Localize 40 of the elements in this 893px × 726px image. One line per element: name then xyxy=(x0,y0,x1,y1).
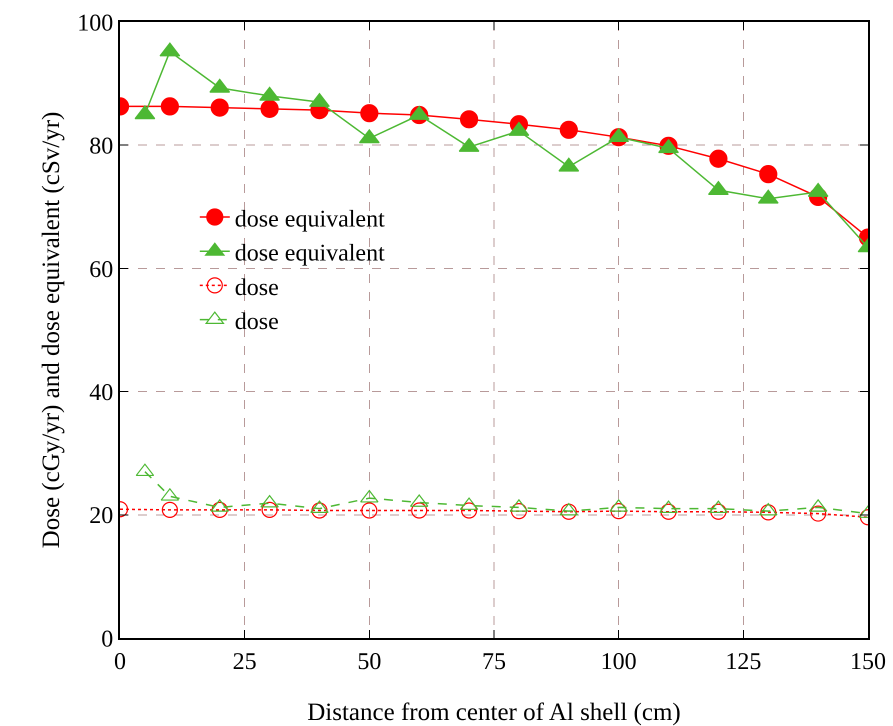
point xyxy=(311,502,328,519)
x-tick-label: 150 xyxy=(850,648,886,675)
point xyxy=(260,100,279,118)
point xyxy=(560,120,578,139)
point xyxy=(610,503,627,520)
point xyxy=(810,505,826,522)
y-tick-label: 60 xyxy=(89,256,114,283)
point xyxy=(162,502,178,518)
point xyxy=(460,110,478,128)
point xyxy=(210,98,229,117)
y-tick-label: 40 xyxy=(89,380,114,406)
legend-label: dose equivalent xyxy=(234,206,386,232)
point xyxy=(510,503,528,520)
point xyxy=(709,150,728,168)
point xyxy=(212,502,228,518)
x-tick-label: 100 xyxy=(600,648,637,675)
x-tick-label: 25 xyxy=(232,648,257,675)
y-tick-label: 0 xyxy=(101,626,114,652)
point xyxy=(760,504,776,520)
point xyxy=(360,104,378,122)
point xyxy=(460,502,478,519)
point xyxy=(361,502,378,519)
point xyxy=(710,504,726,520)
point xyxy=(560,504,577,520)
x-tick-label: 50 xyxy=(357,648,382,675)
x-tick-label: 125 xyxy=(725,648,762,675)
point xyxy=(262,502,278,518)
y-tick-label: 80 xyxy=(89,134,114,160)
legend-label: dose xyxy=(234,274,279,301)
y-tick-label: 100 xyxy=(77,10,114,36)
legend-label: dose xyxy=(234,308,279,335)
y-tick-label: 20 xyxy=(89,503,114,530)
point xyxy=(411,502,428,519)
y-axis-title: Dose (cGy/yr) and dose equivalent (cSv/yr) xyxy=(38,112,65,548)
point xyxy=(660,504,677,520)
point xyxy=(759,165,778,184)
x-tick-label: 75 xyxy=(482,648,506,675)
x-axis-title: Distance from center of Al shell (cm) xyxy=(307,699,681,726)
point xyxy=(160,97,179,116)
legend-label: dose equivalent xyxy=(234,240,386,267)
